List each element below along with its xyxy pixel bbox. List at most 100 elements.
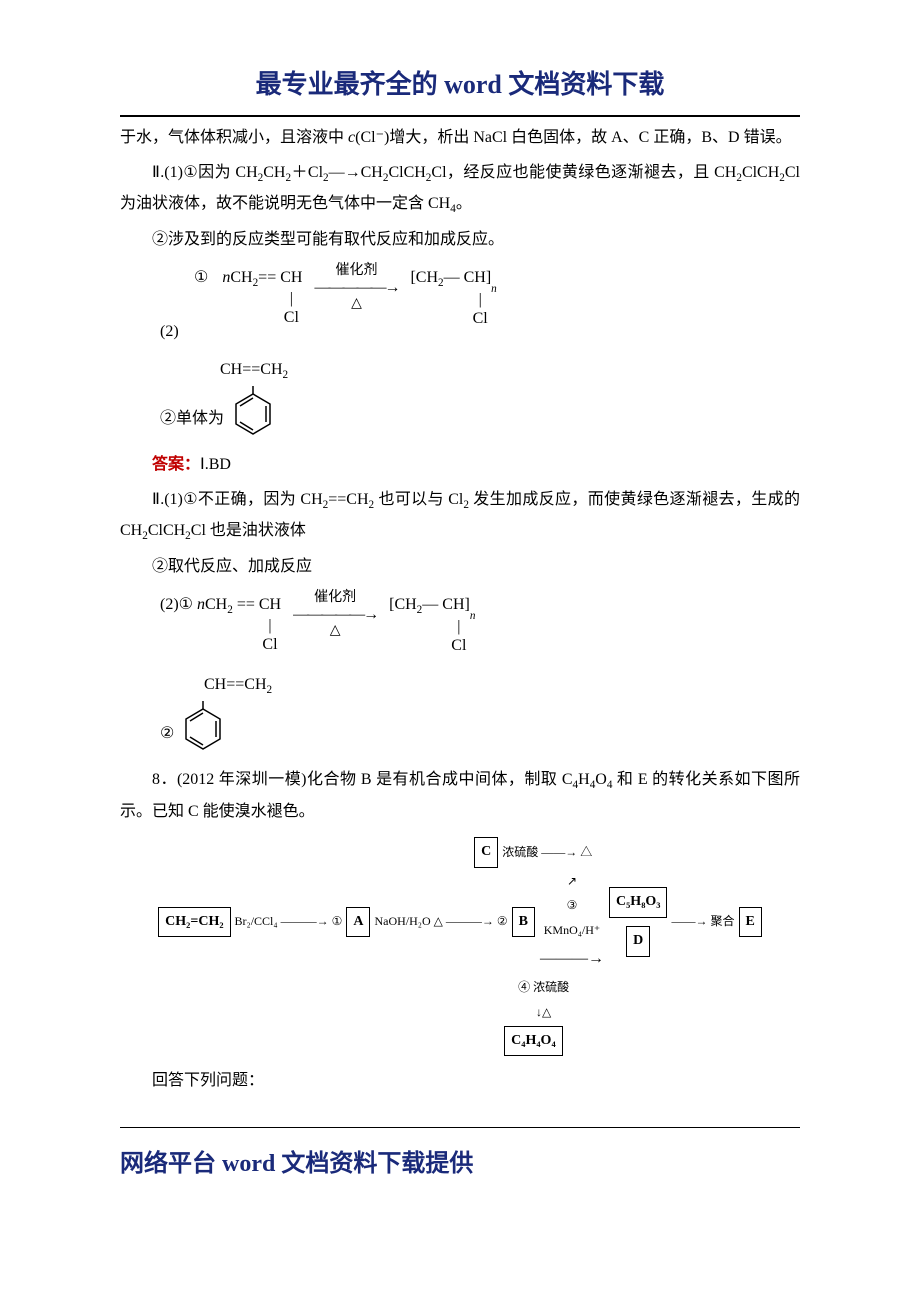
text: 8．(2012 年深圳一模)化合物 B 是有机合成中间体，制取 C	[152, 771, 573, 788]
answer-label: 答案：	[152, 456, 200, 473]
text: O	[595, 771, 607, 788]
bond: |	[259, 621, 281, 631]
text: H	[578, 771, 590, 788]
benzene-icon	[230, 386, 276, 442]
italic-n: n	[197, 596, 205, 613]
question-8: 8．(2012 年深圳一模)化合物 B 是有机合成中间体，制取 C4H4O4 和…	[120, 765, 800, 827]
ch: CH	[259, 596, 281, 613]
prefix-2-1: (2)①	[160, 590, 193, 620]
ch: CH	[280, 269, 302, 286]
sbond: —	[422, 596, 438, 613]
text: Ⅱ.(1)①因为 CH	[152, 164, 258, 181]
sbond: —	[444, 269, 460, 286]
dbond: ==	[258, 269, 276, 286]
sub-n: n	[491, 283, 497, 295]
text: 。	[456, 195, 472, 212]
sub: 2	[227, 604, 233, 616]
r2-top: NaOH/H₂O	[374, 914, 430, 928]
page-header: 最专业最齐全的 word 文档资料下载	[120, 60, 800, 117]
r3-bot: △	[580, 845, 592, 859]
final-line: 回答下列问题：	[120, 1066, 800, 1096]
arrow: ―――→	[446, 914, 494, 928]
bond: |	[280, 294, 302, 304]
box-start: CH₂=CH₂	[158, 907, 230, 938]
arrow-down: ↓△	[536, 1001, 551, 1024]
text: Cl，经反应也能使黄绿色逐渐褪去，且 CH	[431, 164, 736, 181]
dbond: ==	[237, 596, 255, 613]
reaction-scheme: C 浓硫酸 ――→ △ CH₂=CH₂ Br₂/CCl₄ ―――→ ① A Na…	[120, 837, 800, 1057]
circle-1: ①	[194, 263, 208, 293]
para-2: Ⅱ.(1)①因为 CH2CH2＋Cl2―→CH2ClCH2Cl，经反应也能使黄绿…	[120, 158, 800, 221]
cl: Cl	[473, 310, 488, 327]
cl: Cl	[284, 309, 299, 326]
text: Cl 也是油状液体	[191, 522, 306, 539]
ch2: CH	[205, 596, 227, 613]
box-a: A	[346, 907, 370, 938]
arrow-up: ↗	[567, 870, 577, 893]
catalyst-label: 催化剂	[293, 590, 377, 605]
r4: KMnO₄/H⁺	[544, 919, 601, 942]
ch: CH	[442, 596, 464, 613]
box-end: C₄H₄O₄	[504, 1026, 562, 1057]
answer-line: 答案：Ⅰ.BD	[120, 450, 800, 480]
arrow: ―――→	[540, 944, 604, 974]
box-e: E	[739, 907, 762, 938]
ch2: CH	[230, 269, 252, 286]
catalyst-label: 催化剂	[314, 263, 398, 278]
r2-bot: ②	[497, 914, 508, 928]
bond: |	[464, 295, 497, 305]
r6-top: ④ 浓硫酸	[518, 976, 569, 999]
text: ClCH	[388, 164, 425, 181]
para-3: ②涉及到的反应类型可能有取代反应和加成反应。	[120, 225, 800, 255]
styrene-diagram-1: CH==CH2 ②单体为	[160, 355, 800, 442]
vinyl: CH==CH2	[204, 676, 272, 693]
text: (Cl⁻)增大，析出 NaCl 白色固体，故 A、C 正确，B、D 错误。	[355, 129, 791, 146]
para-6: Ⅱ.(1)①不正确，因为 CH2==CH2 也可以与 Cl2 发生加成反应，而使…	[120, 485, 800, 548]
p4-prefix-2: (2)	[160, 323, 179, 340]
sub-n: n	[470, 610, 476, 622]
vinyl: CH==CH2	[220, 361, 288, 378]
arrow: ―――→	[281, 914, 329, 928]
box-mid: C₅H₈O₃	[609, 887, 667, 918]
para-1: 于水，气体体积减小，且溶液中 c(Cl⁻)增大，析出 NaCl 白色固体，故 A…	[120, 123, 800, 153]
r3-num: ③	[567, 894, 578, 917]
text: 于水，气体体积减小，且溶液中	[120, 129, 348, 146]
page-container: 最专业最齐全的 word 文档资料下载 于水，气体体积减小，且溶液中 c(Cl⁻…	[0, 0, 920, 1227]
box-b: B	[512, 907, 535, 938]
r1-bot: ①	[332, 914, 343, 928]
arrow: ―――――→	[314, 279, 398, 297]
cl: Cl	[262, 636, 277, 653]
para-7: ②取代反应、加成反应	[120, 552, 800, 582]
footer-divider	[120, 1127, 800, 1128]
text: ==CH	[328, 491, 368, 508]
arrow: ―――――→	[293, 606, 377, 624]
arrow: ――→	[671, 914, 707, 928]
monomer-prefix: ②单体为	[160, 410, 224, 427]
heat-label: △	[314, 296, 398, 311]
text: ＋Cl	[291, 164, 323, 181]
benzene-icon	[180, 701, 226, 757]
box-d: D	[626, 926, 650, 957]
ch: CH	[464, 269, 486, 286]
text: ClCH	[148, 522, 185, 539]
r1-top: Br₂/CCl₄	[235, 914, 278, 928]
styrene-diagram-2: CH==CH2 ②	[160, 670, 800, 757]
reaction-diagram-2: (2)① nCH2 == CH | Cl 催化剂 ―――――→ △ [CH2— …	[160, 590, 800, 661]
ch2: CH	[416, 269, 438, 286]
circle-2: ②	[160, 719, 174, 749]
text: CH	[263, 164, 285, 181]
r3-top: 浓硫酸	[502, 845, 538, 859]
cl: Cl	[451, 637, 466, 654]
text: ―→CH	[329, 164, 383, 181]
ch2: CH	[394, 596, 416, 613]
answer-text: Ⅰ.BD	[200, 456, 231, 473]
arrow: ――→	[541, 845, 577, 859]
r5-bot: 聚合	[710, 914, 734, 928]
page-footer: 网络平台 word 文档资料下载提供	[120, 1136, 800, 1188]
text: ClCH	[742, 164, 779, 181]
heat-label: △	[293, 623, 377, 638]
reaction-diagram-1: ① nCH2== CH | Cl 催化剂 ―――――→ △ [CH2— CH]n…	[160, 263, 800, 347]
text: Ⅱ.(1)①不正确，因为 CH	[152, 491, 323, 508]
box-c: C	[474, 837, 498, 868]
bond: |	[442, 622, 475, 632]
